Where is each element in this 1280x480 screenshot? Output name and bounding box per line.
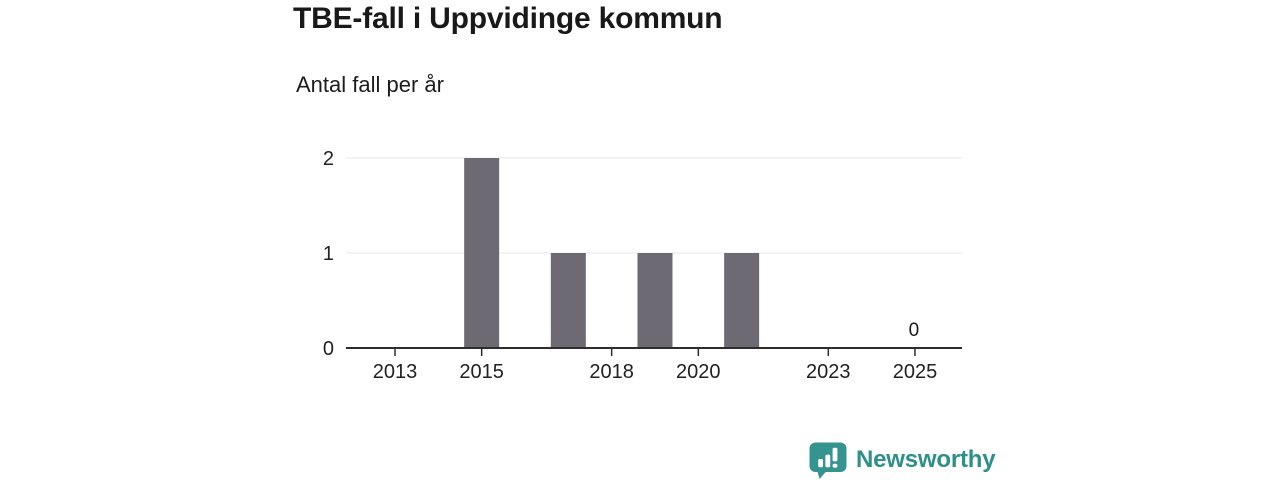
newsworthy-brand: Newsworthy	[808, 441, 996, 479]
x-tick-label: 2023	[806, 361, 851, 383]
x-tick-label: 2025	[893, 361, 938, 383]
bar-2019	[637, 253, 673, 348]
chart-title: TBE-fall i Uppvidinge kommun	[293, 2, 723, 35]
bar-value-label: 0	[909, 320, 920, 341]
y-tick-label: 1	[323, 243, 334, 265]
bar-2021	[724, 253, 760, 348]
x-tick-label: 2015	[459, 361, 504, 383]
mini-bars-exclamation-glyph	[818, 447, 838, 468]
newsworthy-wordmark: Newsworthy	[856, 446, 996, 473]
chart-subtitle: Antal fall per år	[296, 72, 444, 97]
newsworthy-bar-chart-bubble-icon	[809, 442, 847, 479]
y-tick-label: 0	[323, 338, 334, 360]
x-tick-label: 2013	[373, 361, 418, 383]
y-tick-label: 2	[323, 148, 334, 170]
bar-2015	[464, 158, 500, 348]
x-tick-label: 2018	[589, 361, 634, 383]
bar-2017	[550, 253, 586, 348]
x-tick-label: 2020	[676, 361, 721, 383]
